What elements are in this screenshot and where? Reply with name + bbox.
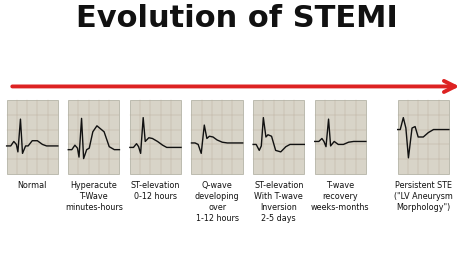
Bar [7, 100, 58, 174]
Bar [191, 100, 243, 174]
Text: Normal: Normal [18, 181, 47, 190]
Text: Hyperacute
T-Wave
minutes-hours: Hyperacute T-Wave minutes-hours [65, 181, 123, 212]
Text: ST-elevation
With T-wave
Inversion
2-5 days: ST-elevation With T-wave Inversion 2-5 d… [254, 181, 303, 223]
Bar [68, 100, 119, 174]
Bar [253, 100, 304, 174]
Text: ST-elevation
0-12 hours: ST-elevation 0-12 hours [131, 181, 180, 201]
Bar [130, 100, 181, 174]
Text: Persistent STE
("LV Aneurysm
Morphology"): Persistent STE ("LV Aneurysm Morphology"… [394, 181, 453, 212]
Text: T-wave
recovery
weeks-months: T-wave recovery weeks-months [311, 181, 370, 212]
Text: Evolution of STEMI: Evolution of STEMI [76, 4, 398, 33]
Bar [398, 100, 449, 174]
Text: Q-wave
developing
over
1-12 hours: Q-wave developing over 1-12 hours [195, 181, 239, 223]
Bar [315, 100, 366, 174]
